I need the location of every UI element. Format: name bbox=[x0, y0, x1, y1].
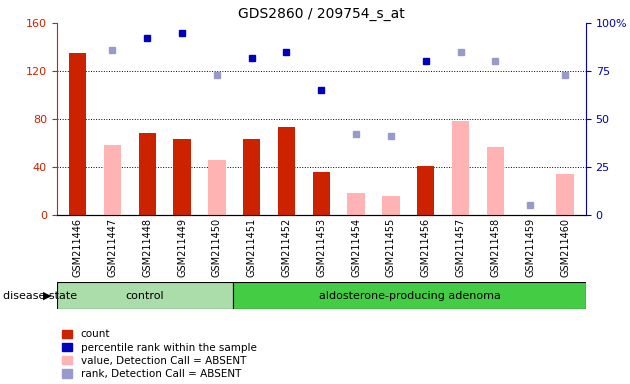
Bar bbox=[347, 194, 365, 215]
Bar bbox=[104, 146, 121, 215]
Bar bbox=[278, 127, 295, 215]
Bar bbox=[173, 139, 191, 215]
Bar bbox=[417, 166, 435, 215]
Bar bbox=[69, 53, 86, 215]
Bar bbox=[486, 147, 504, 215]
Bar bbox=[382, 196, 399, 215]
Text: control: control bbox=[125, 291, 164, 301]
Bar bbox=[208, 160, 226, 215]
Bar bbox=[556, 174, 574, 215]
Bar bbox=[452, 121, 469, 215]
Text: disease state: disease state bbox=[3, 291, 77, 301]
Bar bbox=[233, 282, 586, 309]
Legend: count, percentile rank within the sample, value, Detection Call = ABSENT, rank, : count, percentile rank within the sample… bbox=[62, 329, 256, 379]
Bar bbox=[57, 282, 233, 309]
Bar bbox=[243, 139, 260, 215]
Bar bbox=[139, 134, 156, 215]
Bar bbox=[312, 172, 330, 215]
Title: GDS2860 / 209754_s_at: GDS2860 / 209754_s_at bbox=[238, 7, 404, 21]
Text: aldosterone-producing adenoma: aldosterone-producing adenoma bbox=[319, 291, 500, 301]
Text: ▶: ▶ bbox=[43, 291, 52, 301]
